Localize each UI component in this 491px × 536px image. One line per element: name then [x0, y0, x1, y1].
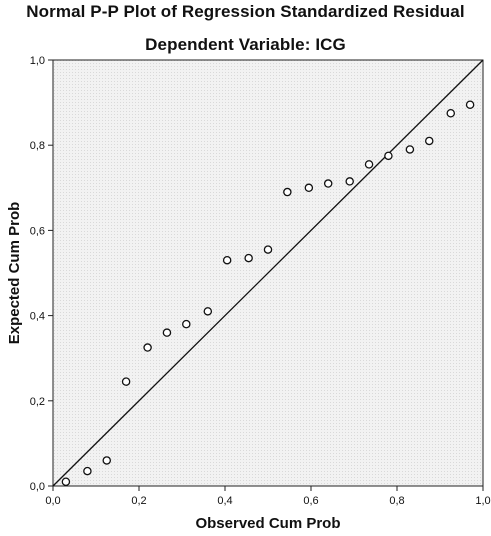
- x-tick-label: 0,4: [217, 495, 232, 507]
- y-tick-label: 0,4: [30, 311, 45, 323]
- data-point: [222, 255, 232, 265]
- data-point: [244, 253, 253, 263]
- data-point: [121, 377, 131, 386]
- data-point: [102, 456, 112, 465]
- data-point: [83, 466, 92, 476]
- y-tick-label: 0,6: [30, 225, 45, 237]
- x-tick-label: 1,0: [475, 495, 490, 507]
- x-tick-label: 0,8: [389, 495, 404, 507]
- data-point: [384, 151, 393, 161]
- data-point: [364, 160, 374, 169]
- data-point: [304, 183, 314, 193]
- data-point: [203, 307, 213, 316]
- data-point: [182, 319, 191, 329]
- data-point: [263, 245, 273, 254]
- data-point: [323, 179, 333, 188]
- data-point: [61, 477, 71, 486]
- y-tick-label: 0,8: [30, 140, 45, 152]
- data-point: [283, 187, 292, 197]
- y-axis: 0,0 0,2 0,4 0,6 0,8 1,0: [30, 55, 53, 493]
- data-point: [345, 177, 354, 186]
- x-tick-label: 0,6: [303, 495, 318, 507]
- x-tick-label: 0,2: [131, 495, 146, 507]
- data-point: [446, 109, 455, 118]
- y-axis-title: Expected Cum Prob: [6, 202, 23, 345]
- data-point: [143, 343, 152, 352]
- y-tick-label: 0,2: [30, 396, 45, 408]
- chart-subtitle: Dependent Variable: ICG: [145, 35, 346, 54]
- reference-line: [52, 59, 484, 487]
- data-point: [405, 145, 415, 154]
- x-tick-label: 0,0: [45, 495, 60, 507]
- data-point: [162, 328, 172, 337]
- x-axis-title: Observed Cum Prob: [195, 515, 340, 532]
- data-points: [61, 100, 475, 486]
- chart-title: Normal P-P Plot of Regression Standardiz…: [26, 2, 465, 21]
- data-point: [424, 136, 434, 146]
- y-tick-label: 1,0: [30, 55, 45, 67]
- y-tick-label: 0,0: [30, 481, 45, 493]
- data-point: [465, 100, 475, 109]
- x-axis: 0,0 0,2 0,4 0,6 0,8 1,0: [45, 486, 491, 507]
